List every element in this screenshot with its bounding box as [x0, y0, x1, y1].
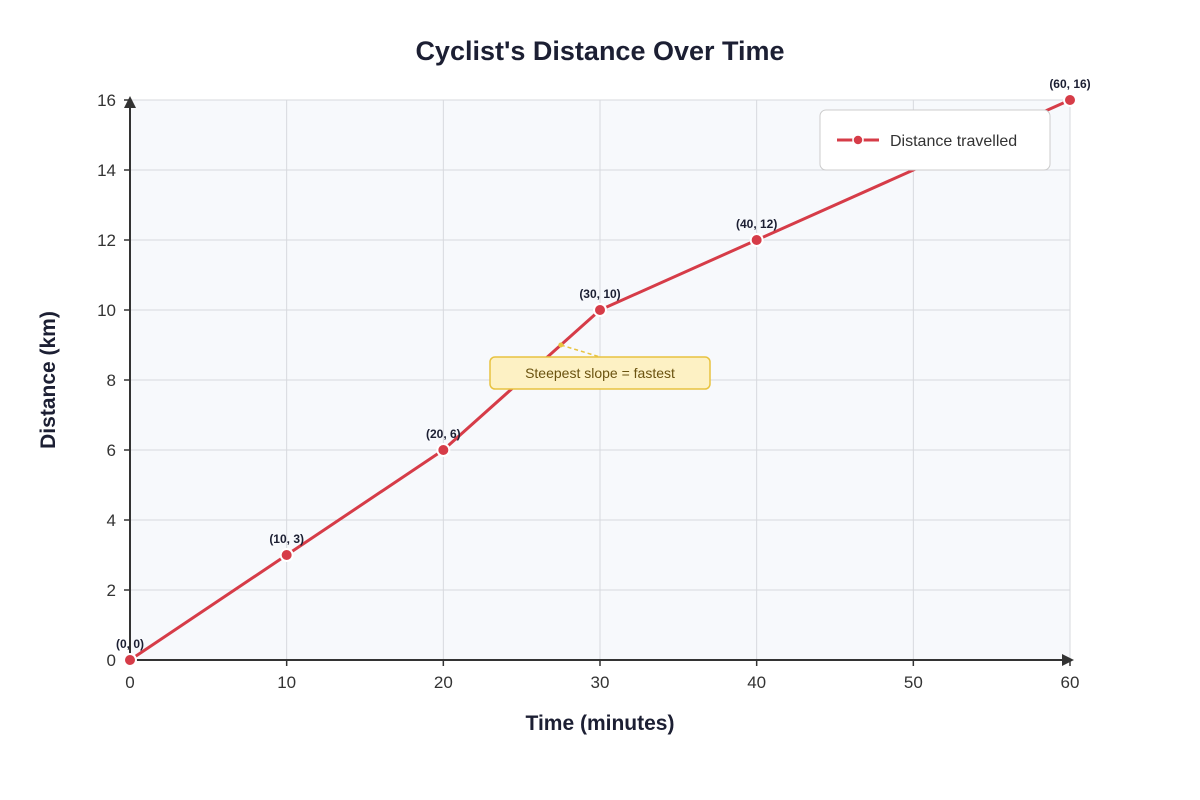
annotation: Steepest slope = fastest: [489, 342, 711, 390]
legend: Distance travelled: [819, 109, 1051, 171]
data-point: [279, 548, 294, 562]
y-tick-label: 14: [97, 161, 116, 180]
data-label: (10, 3): [269, 532, 304, 546]
y-tick-label: 8: [107, 371, 116, 390]
x-tick-label: 30: [591, 673, 610, 692]
data-label: (20, 6): [426, 427, 461, 441]
y-tick-label: 16: [97, 91, 116, 110]
legend-label: Distance travelled: [890, 133, 1017, 150]
data-label: (60, 16): [1049, 77, 1090, 91]
chart-title: Cyclist's Distance Over Time: [415, 36, 784, 66]
data-point: [123, 653, 137, 667]
x-tick-label: 50: [904, 673, 923, 692]
data-point: [1063, 93, 1077, 107]
legend-box: [819, 109, 1051, 171]
y-tick-label: 2: [107, 581, 116, 600]
annotation-box: [489, 356, 711, 390]
x-tick-label: 20: [434, 673, 453, 692]
data-point: [436, 443, 451, 457]
x-tick-label: 10: [277, 673, 296, 692]
y-tick-label: 0: [107, 651, 116, 670]
tick-labels: 0 10 20 30 40 50 60 0 2 4 6 8 10 12 14 16: [97, 91, 1079, 692]
y-tick-label: 4: [107, 511, 116, 530]
x-axis-label: Time (minutes): [526, 712, 675, 735]
x-tick-label: 40: [747, 673, 766, 692]
y-axis-label: Distance (km): [37, 311, 60, 449]
data-label: (0, 0): [116, 637, 144, 651]
data-point: [749, 233, 764, 247]
x-tick-label: 0: [125, 673, 134, 692]
data-label: (30, 10): [579, 287, 620, 301]
y-tick-label: 10: [97, 301, 116, 320]
data-point: [593, 303, 607, 317]
legend-marker: [852, 134, 864, 146]
annotation-text: Steepest slope = fastest: [525, 365, 675, 381]
x-tick-label: 60: [1061, 673, 1080, 692]
data-label: (40, 12): [736, 217, 777, 231]
y-tick-label: 12: [97, 231, 116, 250]
annotation-anchor: [558, 342, 564, 348]
y-tick-label: 6: [107, 441, 116, 460]
